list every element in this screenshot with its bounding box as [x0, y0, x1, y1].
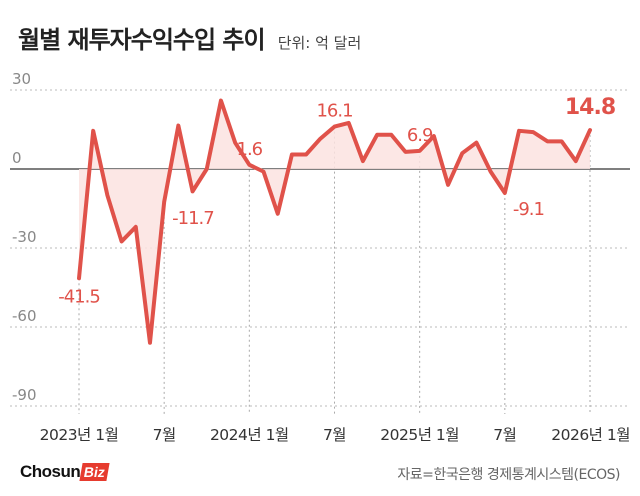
logo-badge: Biz	[79, 463, 110, 481]
x-tick-label: 2023년 1월	[40, 426, 119, 444]
data-label: 14.8	[565, 95, 615, 120]
area-path	[79, 100, 590, 343]
data-label: 6.9	[407, 125, 433, 146]
y-tick-label: 30	[12, 70, 31, 88]
y-tick-label: -30	[12, 228, 37, 246]
data-labels: -41.5 -11.7 1.6 16.1 6.9 -9.1 14.8	[58, 95, 616, 307]
x-tick-label: 7월	[323, 426, 346, 444]
y-tick-label: -90	[12, 386, 37, 404]
area-fill	[79, 100, 590, 343]
series-line	[77, 98, 592, 345]
data-label: -41.5	[58, 286, 100, 307]
x-tick-label: 2026년 1월	[551, 426, 630, 444]
data-label: 1.6	[237, 139, 263, 160]
x-tick-labels: 2023년 1월 7월 2024년 1월 7월 2025년 1월 7월 2026년 1월	[40, 426, 631, 444]
unit-label: 단위: 억 달러	[277, 34, 362, 52]
x-tick-label: 2025년 1월	[380, 426, 459, 444]
data-label: -9.1	[513, 199, 544, 220]
y-tick-label: -60	[12, 307, 37, 325]
data-label: -11.7	[172, 208, 214, 229]
x-tick-label: 7월	[153, 426, 176, 444]
y-tick-labels: 30 0 -30 -60 -90	[12, 70, 37, 404]
chart-title: 월별 재투자수익수입 추이	[18, 26, 266, 54]
chosunbiz-logo: Chosun Biz	[20, 462, 110, 482]
x-tick-label: 7월	[493, 426, 516, 444]
data-label: 16.1	[316, 101, 352, 122]
y-tick-label: 0	[12, 149, 22, 167]
x-tick-label: 2024년 1월	[210, 426, 289, 444]
source-note: 자료=한국은행 경제통계시스템(ECOS)	[397, 467, 620, 483]
logo-text: Chosun	[20, 462, 81, 481]
x-guide-lines	[78, 126, 591, 414]
title-row: 월별 재투자수익수입 추이 단위: 억 달러	[18, 20, 361, 56]
